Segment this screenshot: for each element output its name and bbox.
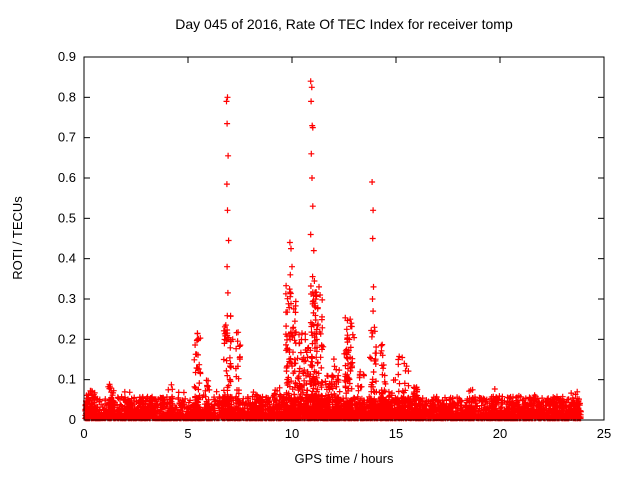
x-tick-label: 25 — [597, 426, 611, 441]
x-axis-label: GPS time / hours — [295, 451, 394, 466]
y-tick-label: 0.7 — [58, 130, 76, 145]
y-tick-label: 0.9 — [58, 49, 76, 64]
x-tick-label: 5 — [184, 426, 191, 441]
y-axis-label: ROTI / TECUs — [10, 196, 25, 280]
scatter-points — [82, 78, 584, 422]
x-tick-label: 20 — [493, 426, 507, 441]
y-tick-label: 0.4 — [58, 251, 76, 266]
x-tick-label: 0 — [80, 426, 87, 441]
y-tick-label: 0.3 — [58, 291, 76, 306]
y-tick-label: 0.1 — [58, 372, 76, 387]
x-tick-label: 15 — [389, 426, 403, 441]
y-tick-label: 0.6 — [58, 170, 76, 185]
x-tick-label: 10 — [285, 426, 299, 441]
y-tick-label: 0.2 — [58, 331, 76, 346]
y-tick-label: 0.5 — [58, 210, 76, 225]
y-tick-label: 0 — [69, 412, 76, 427]
plot-border — [83, 56, 605, 421]
chart-title: Day 045 of 2016, Rate Of TEC Index for r… — [175, 16, 513, 32]
y-tick-label: 0.8 — [58, 89, 76, 104]
axis-tick-labels: 0 5 10 15 20 25 0 0.1 0.2 0.3 0.4 0.5 0.6 0.7 0.8 0.9 — [58, 49, 611, 441]
